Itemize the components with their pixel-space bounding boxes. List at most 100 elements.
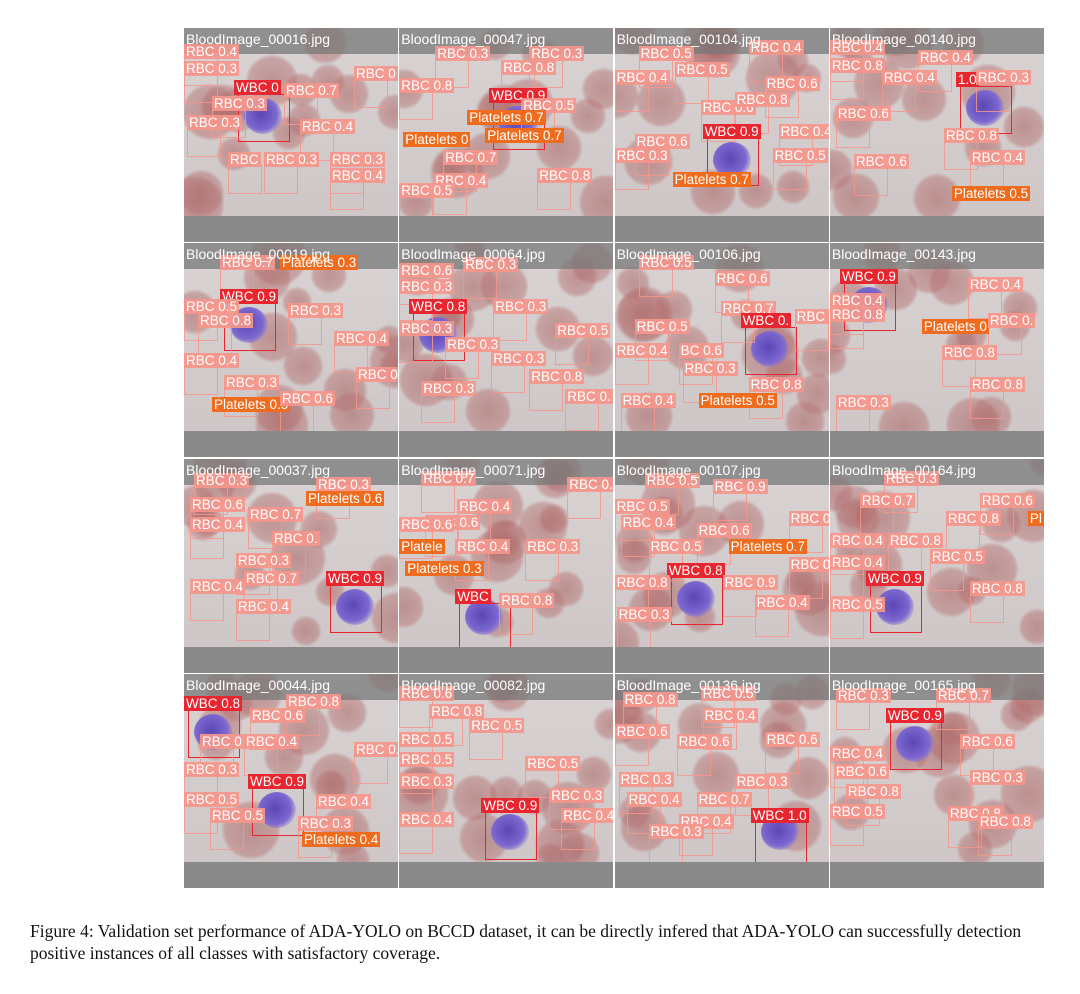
rbc-label: RBC 0.8 [429, 703, 485, 719]
rbc-label: RBC 0.6 [614, 723, 670, 739]
tile-padding-bar [614, 646, 829, 673]
rbc-label: RBC 0.8 [748, 377, 804, 393]
rbc-label: RBC 0.8 [622, 691, 678, 707]
rbc-label: RBC 0.6 [280, 391, 336, 407]
rbc-bounding-box [829, 319, 864, 350]
rbc-bounding-box [614, 82, 649, 112]
rbc-label: RBC 0. [356, 367, 398, 383]
rbc-label: RBC 0.9 [712, 478, 768, 494]
rbc-label: RBC 0 [354, 66, 398, 81]
rbc-label: RBC [228, 152, 261, 167]
tile-filename: BloodImage_00019.jpg [186, 246, 331, 263]
rbc-label: RBC 0.6 [676, 733, 732, 749]
rbc-bounding-box [969, 592, 1004, 623]
wbc-label: WBC 0.9 [839, 269, 898, 285]
figure-caption: Figure 4: Validation set performance of … [30, 921, 1022, 963]
rbc-label: RBC 0.5 [184, 791, 240, 807]
tile-filename: BloodImage_00107.jpg [616, 461, 761, 478]
plt-label: Platelets 0 [403, 132, 471, 147]
tile-padding-bar [829, 216, 1044, 242]
rbc-bounding-box [616, 618, 651, 649]
plt-label: Platelets 0.5 [698, 393, 777, 409]
tile-padding-bar [184, 431, 398, 458]
rbc-bounding-box [399, 697, 434, 728]
rbc-label: RBC 0 [200, 733, 244, 749]
rbc-label: RBC 0.4 [829, 745, 885, 761]
rbc-label: RBC 0.3 [288, 303, 344, 319]
rbc-label: RBC 0.6 [634, 134, 690, 149]
detection-tile: RBC 0.3 RBC 0.7 RBC 0.6 RBC 0.8 Pl RBC 0.4 RBC… [829, 458, 1044, 673]
rbc-bounding-box [829, 608, 864, 639]
rbc-label: RBC 0. [987, 313, 1036, 329]
tile-filename: BloodImage_00104.jpg [616, 31, 761, 47]
rbc-bounding-box [555, 335, 590, 366]
rbc-label: RBC 0.4 [829, 40, 885, 55]
wbc-label: WBC 1.0 [750, 807, 809, 823]
rbc-label: RBC 0.8 [887, 532, 943, 548]
rbc-label: RBC 0.6 [959, 733, 1015, 749]
rbc-bounding-box [614, 735, 649, 766]
rbc-label: RBC 0.6 [979, 492, 1035, 508]
rbc-label: RBC 0.8 [969, 377, 1025, 393]
rbc-label: RBC 0.6 [399, 263, 455, 279]
rbc-label: RBC 0.3 [614, 148, 670, 163]
rbc-bounding-box [859, 504, 894, 535]
rbc-label: RBC 0.5 [644, 472, 700, 488]
tile-filename: BloodImage_00064.jpg [401, 246, 546, 263]
rbc-label: RBC 0.4 [967, 277, 1023, 293]
detection-tile: RBC 0.8 RBC 0.5 RBC 0.4 RBC 0.6 RBC 0.6 RBC 0… [614, 673, 829, 888]
rbc-label: RBC 0.6 [853, 154, 909, 169]
plt-label: Pl [1027, 510, 1044, 526]
detection-tile: RBC 0.4 RBC 0.8 RBC 0.4 RBC 0.4 1.0 RBC 0.3 RB… [829, 28, 1044, 242]
tile-padding-bar [399, 431, 614, 458]
rbc-bounding-box [969, 389, 1004, 420]
rbc-label: RBC 0.3 [236, 552, 292, 568]
rbc-label: RBC 0.7 [248, 506, 304, 522]
rbc-label: RBC 0.4 [881, 70, 937, 85]
rbc-label: RBC 0.3 [399, 773, 455, 789]
rbc-label: RBC 0.3 [493, 299, 549, 315]
rbc-label: RBC 0.4 [457, 498, 513, 514]
rbc-label: RBC 0.3 [184, 61, 240, 76]
tile-filename: BloodImage_00136.jpg [616, 676, 761, 693]
rbc-bounding-box [614, 355, 649, 386]
rbc-label: RBC 0.4 [788, 556, 829, 572]
plt-label: Platelets 0 [921, 319, 989, 335]
rbc-label: RBC 0.3 [212, 96, 268, 111]
rbc-bounding-box [794, 321, 829, 352]
wbc-nucleus [465, 598, 504, 635]
rbc-bounding-box [567, 488, 602, 519]
rbc-label: RBC 0.3 [224, 375, 280, 391]
detection-tile: RBC 0.3 RBC 0.7 WBC 0.9 RBC 0.6 RBC 0.4 RBC 0… [829, 673, 1044, 888]
rbc-bounding-box [399, 333, 434, 364]
rbc-label: RBC 0.5 [638, 255, 694, 271]
rbc-label: RBC 0.4 [399, 811, 455, 827]
rbc-label: RBC 0.3 [969, 769, 1025, 785]
rbc-bounding-box [236, 610, 270, 641]
rbc-label: RBC 0.7 [220, 255, 276, 271]
rbc-bounding-box [228, 164, 262, 194]
rbc-label: RBC 0.8 [829, 307, 885, 323]
rbc-label: RBC 0.3 [264, 152, 320, 167]
detection-tile: RBC 0.6 RBC 0.3 RBC 0.3 WBC 0.8 RBC 0.3 RBC 0… [399, 243, 614, 458]
rbc-label: RBC 0.4 [561, 807, 614, 823]
rbc-label: RBC 0.8 [499, 592, 555, 608]
rbc-label: RBC 0. [565, 389, 613, 405]
rbc-label: RBC 0.6 [250, 707, 306, 723]
wbc-label: WBC 0.9 [481, 797, 540, 813]
rbc-label: RBC 0.3 [883, 470, 939, 486]
rbc-label: RBC 0.3 [682, 361, 738, 377]
detection-tile: RBC 0.4 RBC 0.3 WBC 0 RBC 0.7 RBC 0.3 RBC 0.3… [184, 28, 398, 242]
rbc-label: RBC 0. [272, 530, 320, 546]
rbc-bounding-box [835, 118, 870, 148]
rbc-bounding-box [565, 401, 600, 432]
tile-padding-bar [614, 216, 829, 242]
rbc-label: RBC 0.8 [286, 693, 342, 709]
tile-padding-bar [829, 431, 1044, 458]
rbc-label: RBC 0.4 [614, 343, 670, 359]
rbc-label: RBC 0.6 [399, 685, 455, 701]
wbc-label: WBC 0.8 [184, 695, 243, 711]
wbc-label: WBC 0.8 [409, 299, 468, 315]
rbc-bounding-box [499, 604, 534, 635]
rbc-bounding-box [288, 315, 322, 346]
